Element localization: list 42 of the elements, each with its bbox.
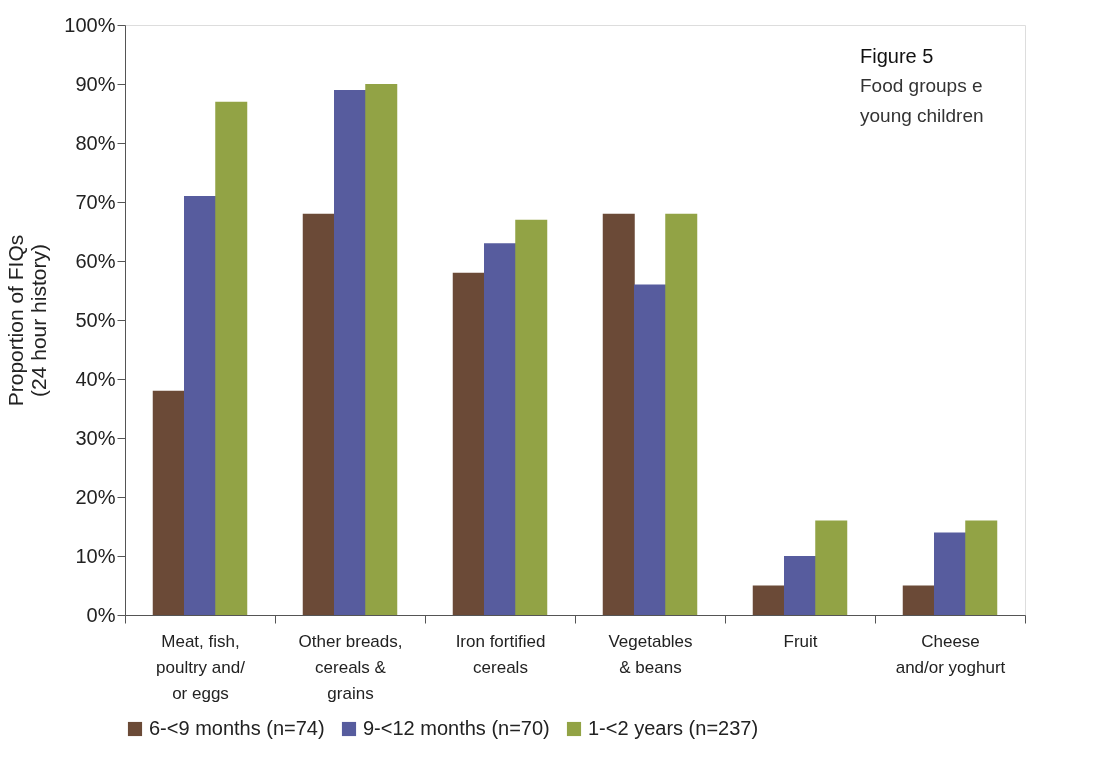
y-tick-label: 100% (64, 13, 116, 36)
annotation: Food groups e (860, 75, 983, 96)
legend-label: 1-<2 years (n=237) (588, 717, 759, 739)
y-tick-label: 40% (75, 367, 116, 390)
x-tick-label: Iron fortified cereals (455, 631, 546, 677)
x-tick-label: Meat, fish, poultry and/ or eggs (156, 631, 246, 703)
text: Figure 5 (860, 45, 934, 67)
y-tick-label: 50% (75, 308, 116, 331)
y-tick-label: 0% (86, 603, 116, 626)
bar (965, 520, 998, 615)
bar (934, 532, 966, 615)
bar (302, 213, 335, 615)
bar (484, 243, 516, 615)
x-tick-label: Other breads, cereals & grains (298, 631, 403, 703)
bar (215, 101, 248, 615)
bar (152, 390, 185, 615)
y-tick-label: 20% (75, 485, 116, 508)
legend-label: 9-<12 months (n=70) (363, 717, 550, 739)
legend-label: 6-<9 months (n=74) (149, 717, 325, 739)
annotation: young children (860, 105, 984, 126)
bar (752, 585, 785, 615)
y-tick-label: 90% (75, 72, 116, 95)
bar (902, 585, 935, 615)
bar (815, 520, 848, 615)
bar (365, 84, 398, 615)
bar (334, 89, 366, 615)
bar (184, 196, 216, 615)
bar (634, 284, 666, 615)
x-tick-label: Fruit (783, 631, 818, 651)
bar (515, 219, 548, 615)
bar (784, 556, 816, 615)
bar (665, 213, 698, 615)
y-axis-title: Proportion of FIQs (24 hour history) (4, 234, 51, 407)
y-tick-label: 30% (75, 426, 116, 449)
bar (452, 272, 485, 615)
y-tick-label: 60% (75, 249, 116, 272)
y-tick-label: 80% (75, 131, 116, 154)
y-tick-label: 70% (75, 190, 116, 213)
y-tick-label: 10% (75, 544, 116, 567)
bar (602, 213, 635, 615)
x-tick-label: Vegetables & beans (608, 631, 693, 677)
x-tick-label: Cheese and/or yoghurt (895, 631, 1006, 677)
